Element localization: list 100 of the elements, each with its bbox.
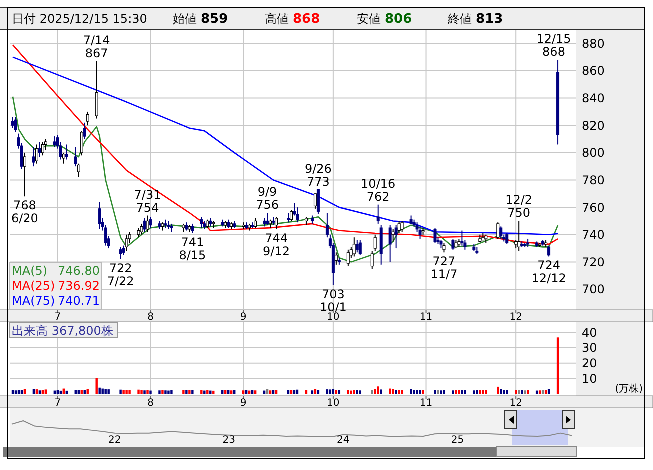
bar [374,389,376,394]
bar [392,389,394,394]
annotation: 9/9 756 [256,185,279,212]
x-tick-label: 11 [420,398,433,409]
candlestick [254,218,258,229]
bar [275,390,278,394]
candlestick [400,220,404,233]
bar [38,390,42,394]
bar [102,388,104,394]
bar [164,390,167,394]
bar [329,390,332,394]
x-tick-label: 7 [54,312,62,323]
text: 終値 813 [447,12,504,27]
candlestick [53,136,56,148]
bar [206,390,209,394]
y-tick-label: 30 [582,341,598,356]
candlestick [119,246,122,260]
x-tick-label: 8 [148,398,154,409]
candlestick [275,216,278,230]
bar [538,390,542,394]
bar [452,390,454,394]
candlestick [442,242,446,254]
bar [353,390,356,394]
bar [524,390,526,394]
bar [230,390,233,394]
bar [14,390,18,394]
candlestick [35,144,38,164]
bar [254,390,257,394]
annotation: 768 6/20 [11,198,38,226]
candlestick [326,212,329,238]
candlestick [518,220,521,252]
bar [146,390,149,394]
bar [204,390,206,394]
candlestick [23,152,26,198]
annotation: 12/2 750 [506,193,533,220]
candlestick [370,250,374,270]
x-tick-label: 10 [327,398,340,409]
candlestick [62,152,66,164]
candlestick [500,226,503,240]
bar [440,390,442,394]
bar [200,390,203,394]
annotation: 727 11/7 [430,254,458,282]
bar [326,390,329,394]
candlestick [460,230,464,246]
annotation: 12/15 868 [536,32,572,60]
text: 日付 2025/12/15 15:30 [12,12,148,26]
bar [188,390,191,394]
bar [434,390,436,394]
annotation: 744 9/12 [263,231,290,258]
y-tick-label: 860 [582,64,605,78]
bar [234,390,236,394]
text: 高値 868 [265,12,320,27]
x-tick-label: 9 [240,398,247,409]
candlestick [496,222,500,240]
y-tick-label: 820 [582,118,605,133]
y-tick-label: 40 [582,326,598,340]
bar [269,390,272,394]
bar [377,386,380,394]
bar [44,390,48,394]
bar [544,390,548,394]
bar [108,390,110,394]
candlestick [14,116,18,133]
text: MA(5) 746.80 [12,264,100,278]
annotation: 10/16 762 [361,176,396,204]
candlestick [296,207,299,224]
bar [314,389,317,394]
candlestick [358,240,362,256]
annotation: 7/31 754 [134,188,162,215]
text: 安値 806 [357,12,412,27]
bar [335,390,338,394]
annotation: 703 10/1 [320,287,347,314]
candlestick [548,245,551,258]
candlestick [125,234,128,252]
candlestick [140,223,144,236]
bar [359,390,362,394]
bar [398,390,400,394]
bar [242,390,245,394]
x-tick-label: 24 [337,435,350,446]
x-tick-label: 11 [420,312,433,323]
candlestick [137,228,140,238]
bar [311,390,314,394]
bar [461,390,464,394]
bar [120,390,122,394]
y-tick-label: 20 [582,356,598,371]
bar [128,390,131,394]
bar [158,390,161,394]
bar [526,390,530,394]
bar [422,390,424,394]
y-tick-label: 720 [582,255,605,270]
bar [389,388,392,394]
y-tick-label: 760 [582,200,605,215]
bar [437,390,440,394]
text: 始値 859 [173,12,228,27]
x-tick-label: 23 [222,435,236,446]
candlestick [290,210,294,222]
candlestick [452,238,455,250]
bar [518,390,520,394]
bar [515,390,518,394]
candlestick [65,144,68,160]
bar [104,389,107,394]
